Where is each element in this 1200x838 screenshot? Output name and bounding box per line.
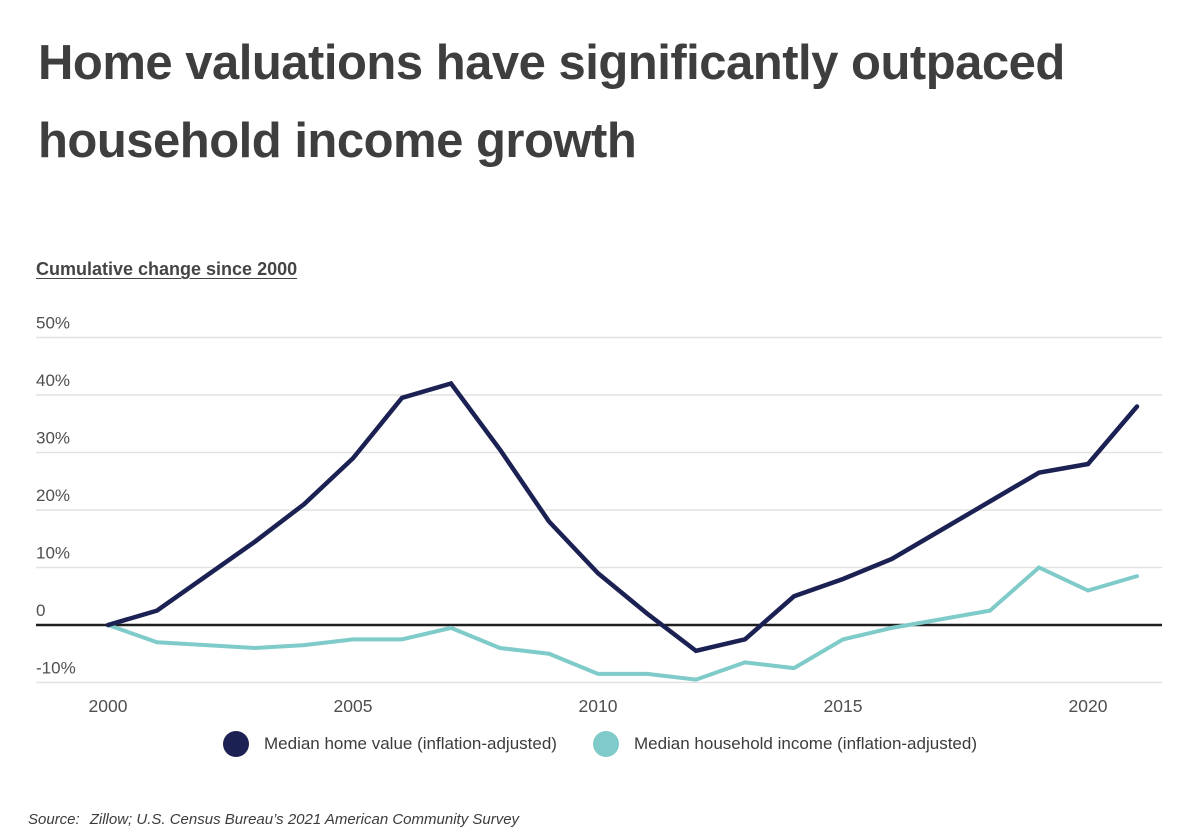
legend-item-household-income: Median household income (inflation-adjus…: [592, 731, 977, 757]
line-chart: 50% 40% 30% 20% 10% 0 -10% 2000 2005 2010 2015 2020: [36, 314, 1162, 716]
home-value-legend-label: Median home value (inflation-adjusted): [264, 734, 557, 753]
y-tick-label-40%: 40%: [36, 371, 70, 390]
chart-subtitle: Cumulative change since 2000: [36, 259, 298, 279]
y-tick-label-50%: 50%: [36, 314, 70, 333]
y-tick-label-10%: 10%: [36, 544, 70, 563]
x-tick-label-2020: 2020: [1069, 696, 1108, 716]
x-tick-label-2015: 2015: [824, 696, 863, 716]
chart-title: Home valuations have significantly outpa…: [38, 24, 1178, 180]
home-value-legend-dot: [223, 731, 249, 757]
chart-legend: Median home value (inflation-adjusted) M…: [0, 731, 1200, 757]
x-tick-label-2005: 2005: [334, 696, 373, 716]
chart-title-line-1: Home valuations have significantly outpa…: [38, 36, 1065, 90]
y-tick-label-0: 0: [36, 601, 45, 620]
y-tick-label--10%: -10%: [36, 659, 76, 678]
household-income-legend-label: Median household income (inflation-adjus…: [633, 734, 977, 753]
x-tick-label-2010: 2010: [579, 696, 618, 716]
household-income-line: [106, 565, 1139, 682]
home-value-line: [105, 380, 1140, 654]
source-note: Source: Zillow; U.S. Census Bureau’s 2021…: [28, 811, 519, 828]
chart-title-line-2: household income growth: [38, 114, 637, 168]
x-tick-label-2000: 2000: [89, 696, 128, 716]
y-tick-label-30%: 30%: [36, 429, 70, 448]
legend-item-home-value: Median home value (inflation-adjusted): [223, 731, 557, 757]
source-text: Zillow; U.S. Census Bureau’s 2021 Americ…: [89, 811, 520, 828]
source-label: Source:: [28, 811, 80, 828]
household-income-legend-dot: [592, 731, 619, 757]
y-tick-label-20%: 20%: [36, 486, 70, 505]
